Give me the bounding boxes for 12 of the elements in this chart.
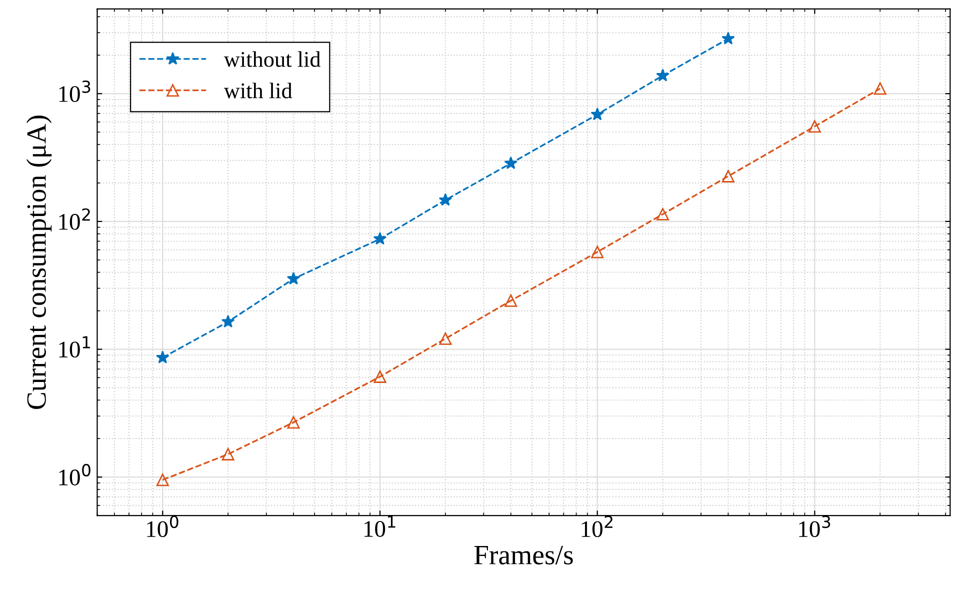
x-tick-label: 10$^{3}$ (799, 516, 830, 538)
y-axis-title: Current consumption (μA) (26, 116, 52, 409)
y-tick-label: 10$^{3}$ (59, 80, 90, 102)
y-tick-label: 10$^{0}$ (59, 464, 90, 486)
y-tick-label: 10$^{2}$ (59, 208, 90, 230)
x-axis-title: Frames/s (474, 546, 573, 564)
legend-label: without lid (224, 51, 321, 67)
x-tick-label: 10$^{2}$ (582, 516, 612, 538)
x-tick-label: 10$^{1}$ (364, 516, 396, 537)
legend-label: with lid (224, 82, 292, 98)
x-tick-label: 10$^{0}$ (147, 516, 178, 538)
y-tick-label: 10$^{1}$ (59, 336, 90, 358)
